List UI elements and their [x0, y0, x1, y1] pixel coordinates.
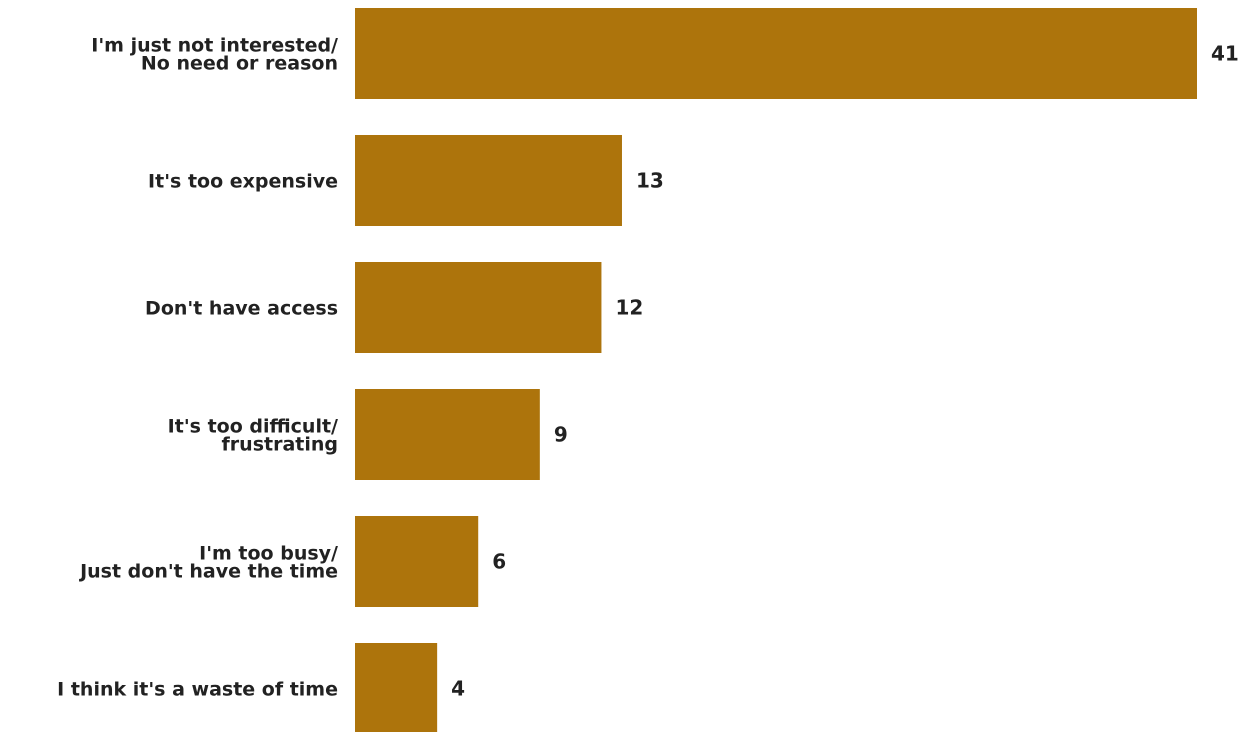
- category-label: I'm too busy/Just don't have the time: [78, 543, 338, 583]
- value-label: 12: [615, 296, 643, 320]
- category-label-line: It's too difficult/: [168, 416, 338, 438]
- category-label: It's too expensive: [148, 171, 338, 193]
- value-label: 6: [492, 550, 506, 574]
- category-label-line: I'm too busy/: [199, 543, 338, 565]
- bar: [355, 8, 1197, 99]
- value-label: 4: [451, 677, 465, 701]
- category-label: It's too difficult/frustrating: [168, 416, 338, 456]
- value-label: 9: [554, 423, 568, 447]
- bar: [355, 262, 602, 353]
- category-label: I'm just not interested/No need or reaso…: [91, 35, 338, 75]
- category-label-line: I'm just not interested/: [91, 35, 338, 57]
- category-label-line: frustrating: [222, 434, 338, 456]
- category-label-line: It's too expensive: [148, 171, 338, 193]
- category-label-line: Don't have access: [145, 298, 338, 320]
- category-label: I think it's a waste of time: [57, 679, 338, 701]
- bar: [355, 135, 622, 226]
- category-label: Don't have access: [145, 298, 338, 320]
- bar: [355, 516, 479, 607]
- bar: [355, 643, 438, 732]
- value-label: 13: [636, 169, 664, 193]
- category-label-line: I think it's a waste of time: [57, 679, 338, 701]
- bar: [355, 389, 540, 480]
- category-label-line: No need or reason: [141, 53, 338, 75]
- category-label-line: Just don't have the time: [78, 561, 338, 583]
- value-label: 41: [1211, 42, 1239, 66]
